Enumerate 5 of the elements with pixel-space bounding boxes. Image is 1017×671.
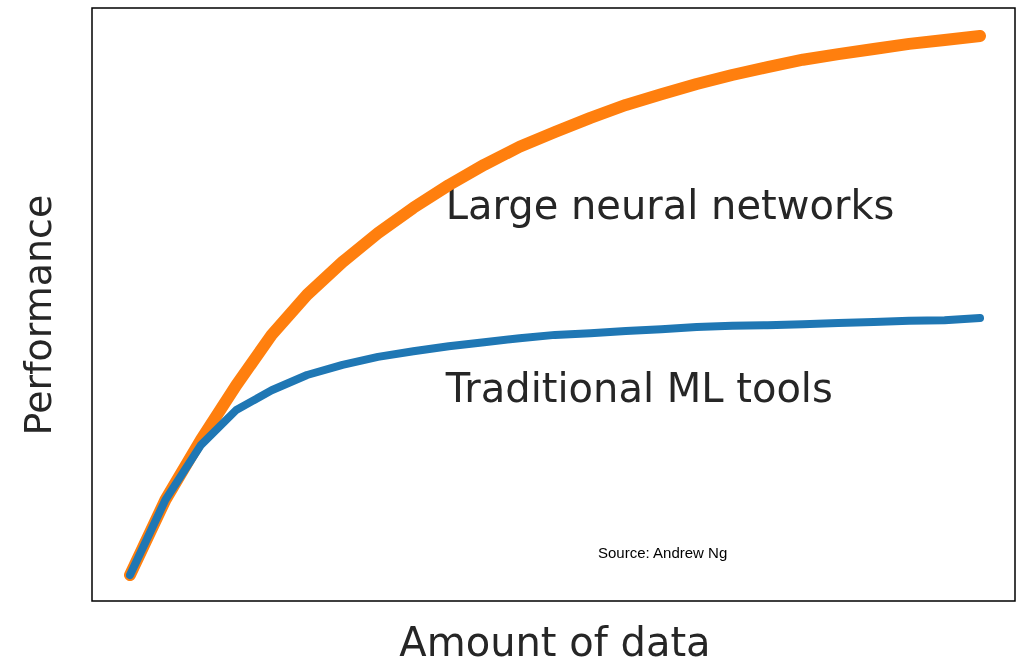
series-label: Traditional ML tools xyxy=(444,365,833,412)
x-axis-title: Amount of data xyxy=(399,619,711,665)
annotation: Source: Andrew Ng xyxy=(598,543,728,561)
series-label: Large neural networks xyxy=(445,182,895,229)
y-axis-title: Performance xyxy=(16,194,60,436)
